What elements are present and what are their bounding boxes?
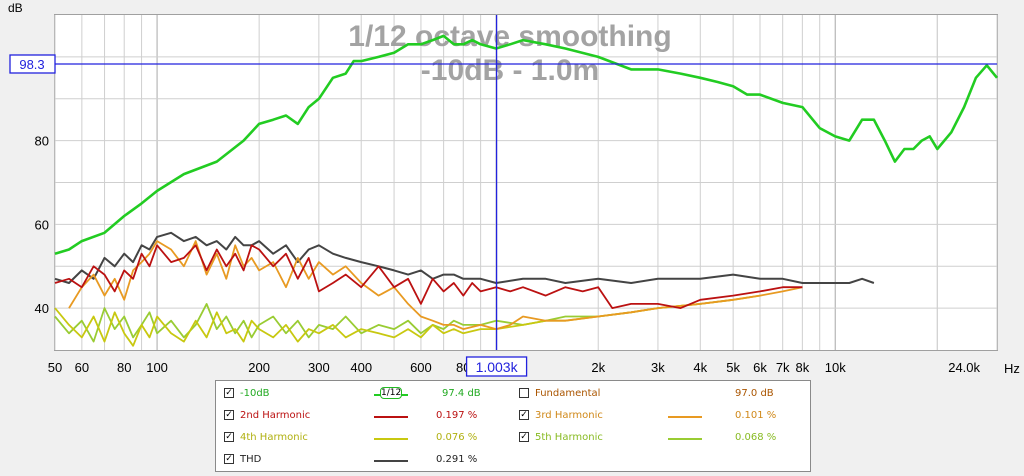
series-line-2nd-harmonic	[54, 244, 803, 309]
x-tick-label: 200	[248, 360, 270, 375]
x-axis-unit: Hz	[1004, 361, 1020, 376]
chart-title: 1/12 octave smoothing	[348, 20, 671, 53]
h5-swatch	[668, 438, 702, 440]
x-tick-label: 80	[117, 360, 131, 375]
x-tick-label: 100	[146, 360, 168, 375]
cursor-y-readout-box	[9, 54, 56, 74]
x-tick-label: 50	[48, 360, 62, 375]
thd-label: THD	[240, 454, 262, 465]
x-tick-label: 2k	[591, 360, 605, 375]
cursor-x-readout-box	[465, 356, 528, 377]
fundamental-value: 97.0 dB	[735, 388, 774, 399]
y-tick-label: 80	[35, 134, 49, 149]
x-tick-label: 3k	[651, 360, 665, 375]
y-tick-label: 40	[35, 301, 49, 316]
x-tick-label: 6k	[753, 360, 767, 375]
h3-checkbox[interactable]: ✓	[519, 410, 529, 420]
h2-swatch	[374, 416, 408, 418]
x-tick-label: 8k	[795, 360, 809, 375]
measurement-value: 97.4 dB	[442, 388, 481, 399]
cursor-y-readout: 98.3	[19, 57, 44, 72]
fundamental-label: Fundamental	[535, 388, 601, 399]
series-line-4th-harmonic	[54, 294, 761, 347]
h5-value: 0.068 %	[735, 432, 777, 443]
thd-value: 0.291 %	[436, 454, 478, 465]
x-tick-label: 5k	[726, 360, 740, 375]
h4-swatch	[374, 438, 408, 440]
legend-row-h4-h5: ✓ 4th Harmonic 0.076 % ✓ 5th Harmonic 0.…	[216, 428, 810, 448]
x-tick-label: 60	[75, 360, 89, 375]
h2-value: 0.197 %	[436, 410, 478, 421]
measurement-checkbox[interactable]: ✓	[224, 388, 234, 398]
h4-label: 4th Harmonic	[240, 432, 308, 443]
legend-row-measurement: ✓ -10dB 1/12 97.4 dB Fundamental 97.0 dB	[216, 384, 810, 404]
x-tick-label: 10k	[825, 360, 846, 375]
smoothing-badge[interactable]: 1/12	[380, 387, 402, 399]
h3-swatch	[668, 416, 702, 418]
y-axis-label: dB	[8, 1, 23, 15]
x-tick-label: 600	[410, 360, 432, 375]
legend-row-thd: ✓ THD 0.291 %	[216, 450, 810, 470]
fundamental-checkbox[interactable]	[519, 388, 529, 398]
legend-row-h2-h3: ✓ 2nd Harmonic 0.197 % ✓ 3rd Harmonic 0.…	[216, 406, 810, 426]
x-tick-label: 24.0k	[948, 360, 980, 375]
legend-panel: ✓ -10dB 1/12 97.4 dB Fundamental 97.0 dB…	[215, 380, 811, 472]
x-tick-label: 4k	[693, 360, 707, 375]
h5-label: 5th Harmonic	[535, 432, 603, 443]
x-tick-label: 400	[350, 360, 372, 375]
h4-value: 0.076 %	[436, 432, 478, 443]
thd-swatch	[374, 460, 408, 462]
series-line-3rd-harmonic	[68, 240, 803, 330]
h5-checkbox[interactable]: ✓	[519, 432, 529, 442]
y-tick-label: 60	[35, 217, 49, 232]
measurement-label: -10dB	[240, 388, 270, 399]
x-tick-label: 7k	[776, 360, 790, 375]
cursor-x-readout: 1.003k	[476, 359, 519, 375]
h2-label: 2nd Harmonic	[240, 410, 311, 421]
h4-checkbox[interactable]: ✓	[224, 432, 234, 442]
h3-value: 0.101 %	[735, 410, 777, 421]
h3-label: 3rd Harmonic	[535, 410, 603, 421]
thd-checkbox[interactable]: ✓	[224, 454, 234, 464]
series-line-10db	[54, 34, 999, 255]
h2-checkbox[interactable]: ✓	[224, 410, 234, 420]
chart-subtitle: -10dB - 1.0m	[421, 54, 599, 87]
x-tick-label: 300	[308, 360, 330, 375]
series-line-thd	[54, 231, 875, 284]
series-line-5th-harmonic	[54, 298, 734, 343]
